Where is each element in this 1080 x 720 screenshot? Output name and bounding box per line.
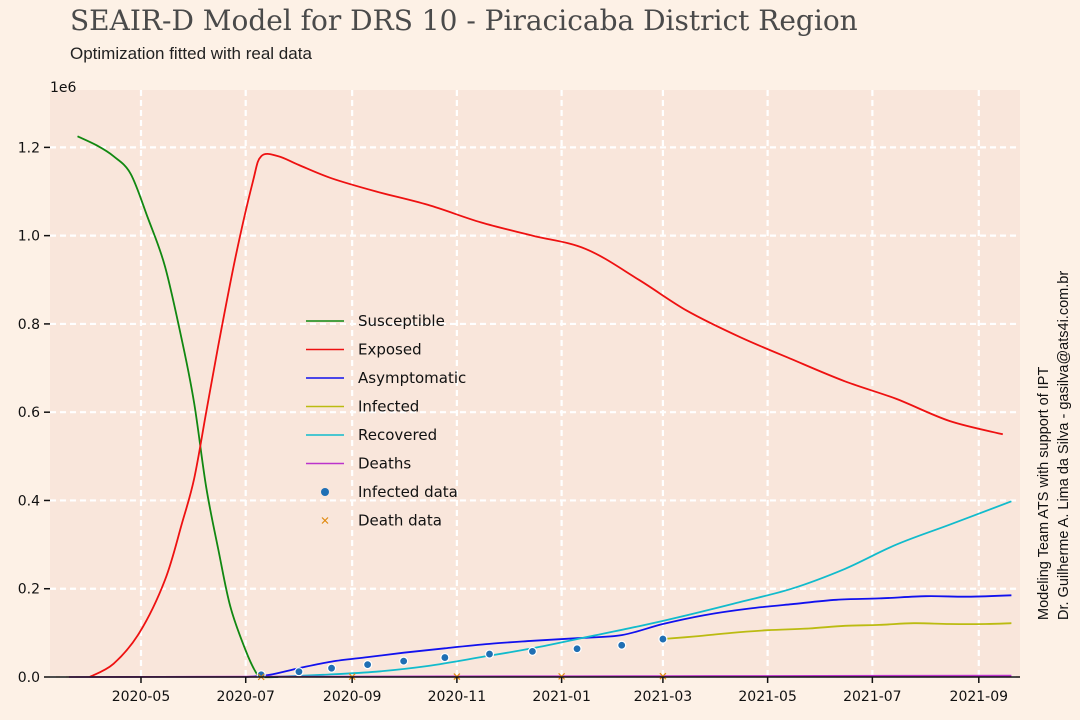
data-point-infected-data <box>617 640 627 650</box>
legend-label-asymptomatic: Asymptomatic <box>358 369 466 387</box>
marker-stroke <box>321 517 329 524</box>
x-tick-label: 2021-07 <box>843 689 902 705</box>
credit-line-2: Dr. Guilherme A. Lima da Silva - gasilva… <box>1056 271 1072 620</box>
x-tick-label: 2020-11 <box>428 689 487 705</box>
data-point-infected-data <box>572 644 582 654</box>
x-tick-label: 2021-01 <box>532 689 591 705</box>
legend-label-death-data: Death data <box>358 512 442 530</box>
series-line-exposed <box>89 152 1004 678</box>
data-point-infected-data <box>484 649 495 659</box>
data-point-infected-data <box>399 656 409 666</box>
y-tick-label: 0.0 <box>18 670 40 686</box>
legend-label-deaths: Deaths <box>358 455 411 473</box>
y-tick-label: 0.2 <box>18 582 40 598</box>
y-tick-label: 1.0 <box>18 229 40 245</box>
legend-label-exposed: Exposed <box>358 341 422 359</box>
series-line-asymptomatic <box>245 594 1012 678</box>
legend-label-infected-data: Infected data <box>358 483 458 501</box>
series-line-susceptible <box>77 135 279 679</box>
legend-swatch-death-data <box>321 517 329 524</box>
data-point-infected-data <box>658 634 668 644</box>
y-scale-label: 1e6 <box>50 80 77 96</box>
series-line-infected <box>662 622 1012 640</box>
legend-label-recovered: Recovered <box>358 426 437 444</box>
y-tick-label: 0.8 <box>18 317 40 333</box>
axes: 2020-05 2020-07 2020-09 2020-11 2021-01 2021-… <box>18 140 1020 705</box>
legend-label-infected: Infected <box>358 398 419 416</box>
y-tick-label: 1.2 <box>18 140 40 156</box>
credit-line-1: Modeling Team ATS with support of IPT <box>1036 367 1052 620</box>
data-point-infected-data <box>294 667 304 677</box>
x-tick-label: 2021-05 <box>738 689 797 705</box>
x-tick-label: 2021-09 <box>950 689 1009 705</box>
chart-subtitle: Optimization fitted with real data <box>70 44 312 63</box>
y-tick-label: 0.4 <box>18 493 40 509</box>
data-point-infected-data <box>440 652 450 663</box>
side-credit: Modeling Team ATS with support of IPT Dr… <box>1036 60 1076 700</box>
legend-label-susceptible: Susceptible <box>358 312 445 330</box>
legend-swatch-infected-data <box>321 488 329 496</box>
x-tick-label: 2020-07 <box>216 689 275 705</box>
series-line-recovered <box>269 500 1012 678</box>
data-point-infected-data <box>527 646 538 657</box>
x-tick-label: 2020-05 <box>112 689 171 705</box>
data-point-infected-data <box>363 660 373 670</box>
y-tick-label: 0.6 <box>18 405 40 421</box>
data-point-infected-data <box>326 663 337 673</box>
x-tick-label: 2020-09 <box>323 689 382 705</box>
x-tick-label: 2021-03 <box>634 689 693 705</box>
chart-title: SEAIR-D Model for DRS 10 - Piracicaba Di… <box>70 4 858 37</box>
legend: Susceptible Exposed Asymptomatic Infected Re… <box>306 312 466 530</box>
